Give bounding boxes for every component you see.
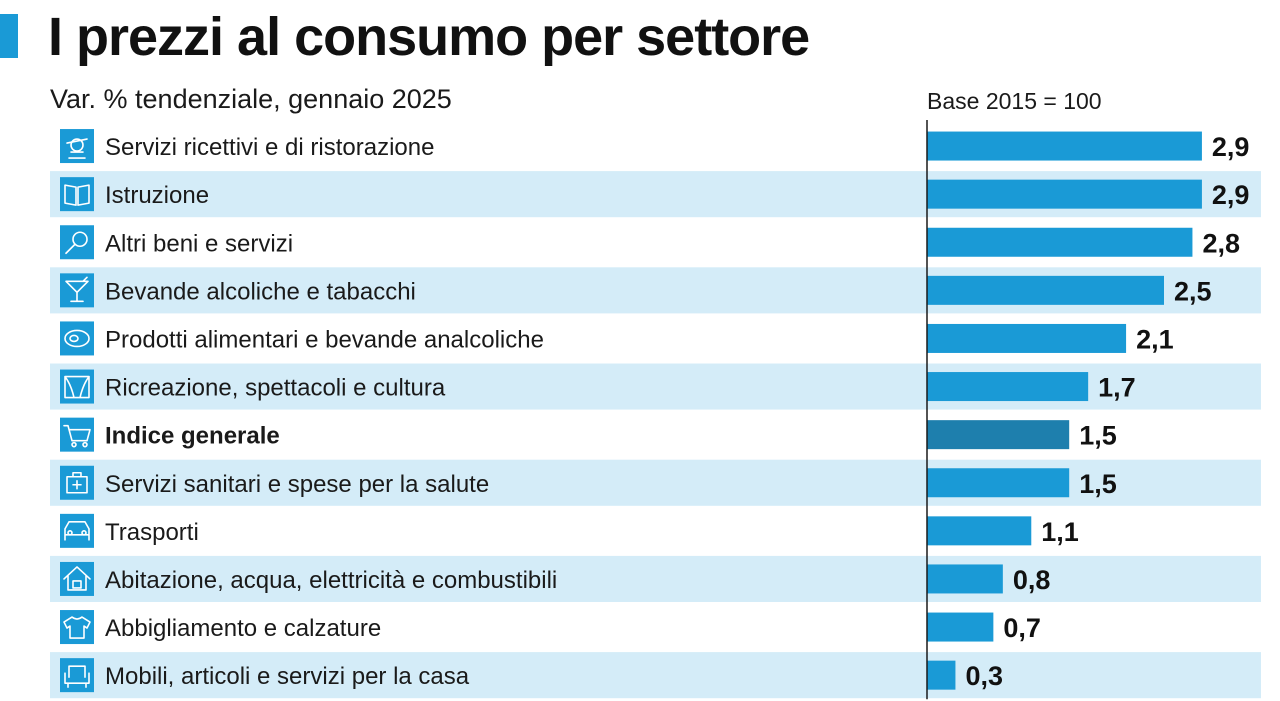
category-label: Abitazione, acqua, elettricità e combust…	[105, 567, 557, 594]
magnifier-icon	[60, 225, 94, 259]
category-label: Altri beni e servizi	[105, 230, 293, 257]
value-label: 1,5	[1079, 421, 1117, 451]
value-label: 2,9	[1212, 180, 1250, 210]
value-label: 2,1	[1136, 324, 1174, 354]
medical-icon	[60, 466, 94, 500]
value-label: 2,9	[1212, 132, 1250, 162]
value-label: 1,7	[1098, 373, 1136, 403]
category-label: Ricreazione, spettacoli e cultura	[105, 375, 446, 402]
category-label: Servizi sanitari e spese per la salute	[105, 471, 489, 498]
bar	[927, 132, 1202, 161]
value-label: 2,8	[1202, 228, 1240, 258]
bar-chart: Servizi ricettivi e di ristorazione 2,9 Is…	[0, 0, 1280, 701]
shirt-icon	[60, 610, 94, 644]
car-icon	[60, 514, 94, 548]
category-label: Bevande alcoliche e tabacchi	[105, 278, 416, 305]
value-label: 0,3	[965, 661, 1003, 691]
category-label: Abbigliamento e calzature	[105, 615, 381, 642]
category-label: Servizi ricettivi e di ristorazione	[105, 134, 434, 161]
value-label: 1,5	[1079, 469, 1117, 499]
category-label: Mobili, articoli e servizi per la casa	[105, 663, 470, 690]
theater-icon	[60, 370, 94, 404]
book-icon	[60, 177, 94, 211]
steak-icon	[60, 321, 94, 355]
bar	[927, 468, 1069, 497]
bar	[927, 228, 1192, 257]
category-label: Trasporti	[105, 519, 199, 546]
bar	[927, 613, 993, 642]
bar	[927, 516, 1031, 545]
value-label: 2,5	[1174, 276, 1212, 306]
waiter-icon	[60, 129, 94, 163]
cocktail-icon	[60, 273, 94, 307]
category-label: Prodotti alimentari e bevande analcolich…	[105, 326, 544, 353]
value-label: 0,7	[1003, 613, 1041, 643]
value-label: 1,1	[1041, 517, 1079, 547]
bar	[927, 180, 1202, 209]
category-label: Istruzione	[105, 182, 209, 209]
category-label: Indice generale	[105, 423, 280, 450]
bar	[927, 564, 1003, 593]
bar	[927, 661, 955, 690]
bar	[927, 324, 1126, 353]
bar	[927, 372, 1088, 401]
cart-icon	[60, 418, 94, 452]
house-icon	[60, 562, 94, 596]
value-label: 0,8	[1013, 565, 1051, 595]
armchair-icon	[60, 658, 94, 692]
bar	[927, 420, 1069, 449]
bar	[927, 276, 1164, 305]
